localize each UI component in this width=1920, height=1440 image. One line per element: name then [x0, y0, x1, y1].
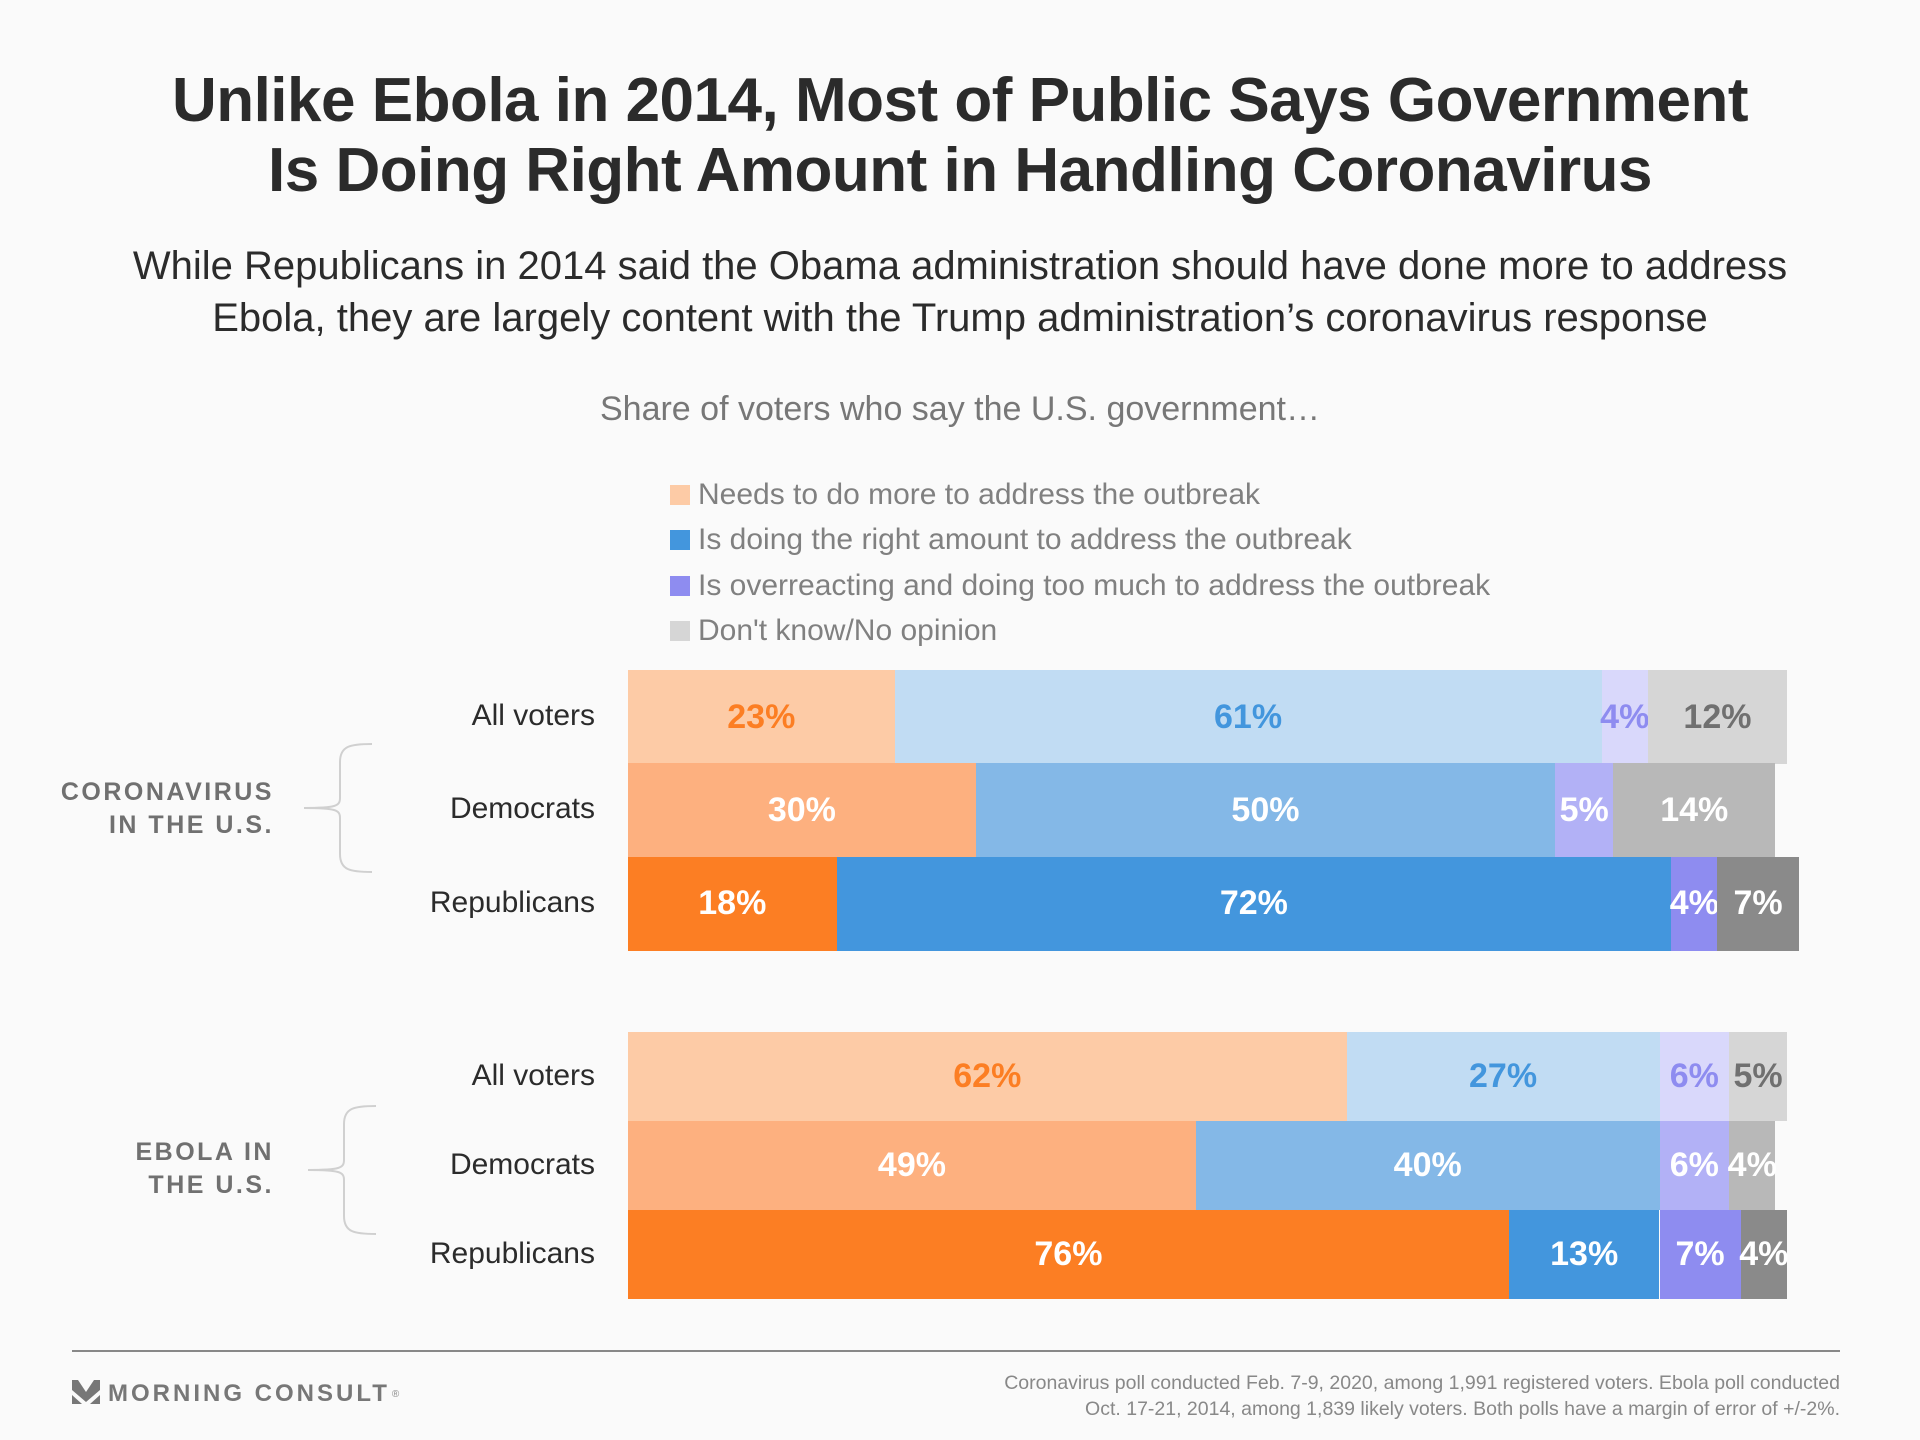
methodology-note-line-2: Oct. 17-21, 2014, among 1,839 likely vot… — [1085, 1398, 1840, 1420]
legend-swatch-dont-know — [670, 621, 690, 642]
data-label-coronavirus-republicans-right: 72% — [1219, 884, 1288, 923]
group-label-coronavirus-line-2: IN THE U.S. — [108, 811, 274, 839]
data-label-coronavirus-republicans-over: 4% — [1669, 884, 1719, 923]
bar-segment-coronavirus-all-voters-more: 23% — [628, 670, 895, 764]
data-label-coronavirus-republicans-dont-know: 7% — [1733, 884, 1783, 923]
chart-title-line-1: Unlike Ebola in 2014, Most of Public Say… — [171, 66, 1749, 135]
data-label-coronavirus-all-voters-dont-know: 12% — [1683, 697, 1752, 736]
data-label-coronavirus-democrats-more: 30% — [767, 790, 836, 829]
row-label-coronavirus-democrats: Democrats — [449, 792, 595, 826]
chart-subtitle: While Republicans in 2014 said the Obama… — [40, 240, 1880, 344]
data-label-ebola-republicans-right: 13% — [1550, 1235, 1619, 1273]
group-label-coronavirus-line-1: CORONAVIRUS — [60, 778, 274, 806]
bar-segment-ebola-all-voters-right: 27% — [1346, 1032, 1660, 1121]
bar-segment-ebola-republicans-more: 76% — [628, 1210, 1509, 1299]
bar-segment-coronavirus-all-voters-over: 4% — [1600, 670, 1650, 764]
bar-segment-ebola-democrats-more: 49% — [628, 1121, 1196, 1210]
methodology-note-line-1: Coronavirus poll conducted Feb. 7-9, 202… — [1004, 1372, 1840, 1394]
bar-segment-coronavirus-democrats-right: 50% — [975, 763, 1556, 858]
data-label-coronavirus-democrats-over: 5% — [1559, 790, 1609, 829]
bar-segment-ebola-all-voters-more: 62% — [628, 1032, 1347, 1121]
bar-segment-coronavirus-democrats-over: 5% — [1555, 763, 1614, 858]
group-label-ebola-line-1: EBOLA IN — [135, 1138, 274, 1166]
data-label-coronavirus-all-voters-more: 23% — [727, 697, 796, 736]
row-label-ebola-republicans: Republicans — [429, 1236, 595, 1270]
bar-segment-ebola-democrats-right: 40% — [1195, 1121, 1660, 1210]
legend-swatch-right — [670, 530, 690, 551]
bar-segment-coronavirus-democrats-dont-know: 14% — [1613, 763, 1776, 858]
group-label-ebola-line-2: THE U.S. — [148, 1171, 274, 1199]
bar-segment-ebola-all-voters-dont-know: 5% — [1729, 1032, 1787, 1121]
data-label-ebola-republicans-dont-know: 4% — [1739, 1235, 1789, 1273]
chart-title: Unlike Ebola in 2014, Most of Public Say… — [0, 66, 1920, 206]
bar-segment-ebola-all-voters-over: 6% — [1659, 1032, 1730, 1121]
legend-swatch-more — [670, 484, 690, 505]
legend-label-dont-know: Don't know/No opinion — [698, 614, 998, 648]
data-label-coronavirus-republicans-more: 18% — [698, 884, 767, 923]
row-label-coronavirus-all-voters: All voters — [471, 698, 595, 732]
data-label-ebola-republicans-more: 76% — [1034, 1235, 1103, 1273]
row-label-ebola-all-voters: All voters — [471, 1058, 595, 1092]
chart-subtitle-line-1: While Republicans in 2014 said the Obama… — [132, 244, 1788, 288]
bar-segment-coronavirus-republicans-right: 72% — [836, 856, 1672, 951]
bar-segment-ebola-democrats-over: 6% — [1659, 1121, 1730, 1210]
brace-coronavirus — [303, 743, 373, 873]
data-label-ebola-democrats-right: 40% — [1393, 1146, 1462, 1184]
bar-segment-coronavirus-republicans-dont-know: 7% — [1717, 856, 1799, 951]
legend-item-right: Is doing the right amount to address the… — [670, 518, 1490, 564]
row-label-ebola-democrats: Democrats — [449, 1147, 595, 1181]
methodology-note: Coronavirus poll conducted Feb. 7-9, 202… — [840, 1370, 1840, 1422]
bar-segment-coronavirus-democrats-more: 30% — [628, 763, 976, 858]
morning-consult-wordmark: MORNING CONSULT — [108, 1380, 390, 1407]
legend-label-right: Is doing the right amount to address the… — [698, 523, 1352, 557]
group-label-coronavirus: CORONAVIRUS IN THE U.S. — [14, 776, 274, 842]
bar-segment-ebola-republicans-dont-know: 4% — [1739, 1210, 1789, 1299]
bar-segment-coronavirus-all-voters-dont-know: 12% — [1647, 670, 1787, 764]
bar-segment-coronavirus-republicans-over: 4% — [1669, 856, 1719, 951]
data-label-ebola-all-voters-dont-know: 5% — [1733, 1057, 1783, 1095]
legend: Needs to do more to address the outbreak… — [670, 472, 1490, 654]
legend-swatch-over — [670, 575, 690, 596]
group-label-ebola: EBOLA IN THE U.S. — [14, 1136, 274, 1202]
data-label-coronavirus-all-voters-right: 61% — [1214, 697, 1283, 736]
data-label-ebola-democrats-dont-know: 4% — [1727, 1146, 1777, 1184]
data-label-ebola-republicans-over: 7% — [1675, 1235, 1725, 1273]
bar-segment-ebola-republicans-right: 13% — [1508, 1210, 1660, 1299]
bar-segment-ebola-democrats-dont-know: 4% — [1727, 1121, 1777, 1210]
chart-subtitle-line-2: Ebola, they are largely content with the… — [212, 296, 1708, 340]
data-label-ebola-democrats-over: 6% — [1669, 1146, 1719, 1184]
legend-item-over: Is overreacting and doing too much to ad… — [670, 563, 1490, 609]
chart-title-line-2: Is Doing Right Amount in Handling Corona… — [268, 136, 1652, 205]
legend-label-over: Is overreacting and doing too much to ad… — [698, 568, 1491, 602]
legend-label-more: Needs to do more to address the outbreak — [698, 477, 1261, 511]
legend-item-more: Needs to do more to address the outbreak — [670, 472, 1490, 518]
bar-segment-coronavirus-all-voters-right: 61% — [894, 670, 1602, 764]
data-label-coronavirus-democrats-dont-know: 14% — [1660, 790, 1729, 829]
data-label-coronavirus-all-voters-over: 4% — [1600, 697, 1650, 736]
data-label-ebola-all-voters-right: 27% — [1469, 1057, 1538, 1095]
data-label-ebola-all-voters-more: 62% — [953, 1057, 1022, 1095]
data-label-ebola-democrats-more: 49% — [877, 1146, 946, 1184]
row-label-coronavirus-republicans: Republicans — [429, 885, 595, 919]
legend-item-dont-know: Don't know/No opinion — [670, 609, 1490, 655]
data-label-coronavirus-democrats-right: 50% — [1231, 790, 1300, 829]
registered-mark: ® — [391, 1388, 400, 1400]
bar-segment-ebola-republicans-over: 7% — [1659, 1210, 1741, 1299]
morning-consult-logo-icon — [72, 1380, 100, 1404]
chart-question: Share of voters who say the U.S. governm… — [599, 390, 1320, 428]
footer-divider — [72, 1350, 1840, 1352]
data-label-ebola-all-voters-over: 6% — [1669, 1057, 1719, 1095]
brace-ebola — [307, 1105, 377, 1235]
bar-segment-coronavirus-republicans-more: 18% — [628, 856, 837, 951]
morning-consult-logo: MORNING CONSULT ® — [72, 1380, 399, 1408]
